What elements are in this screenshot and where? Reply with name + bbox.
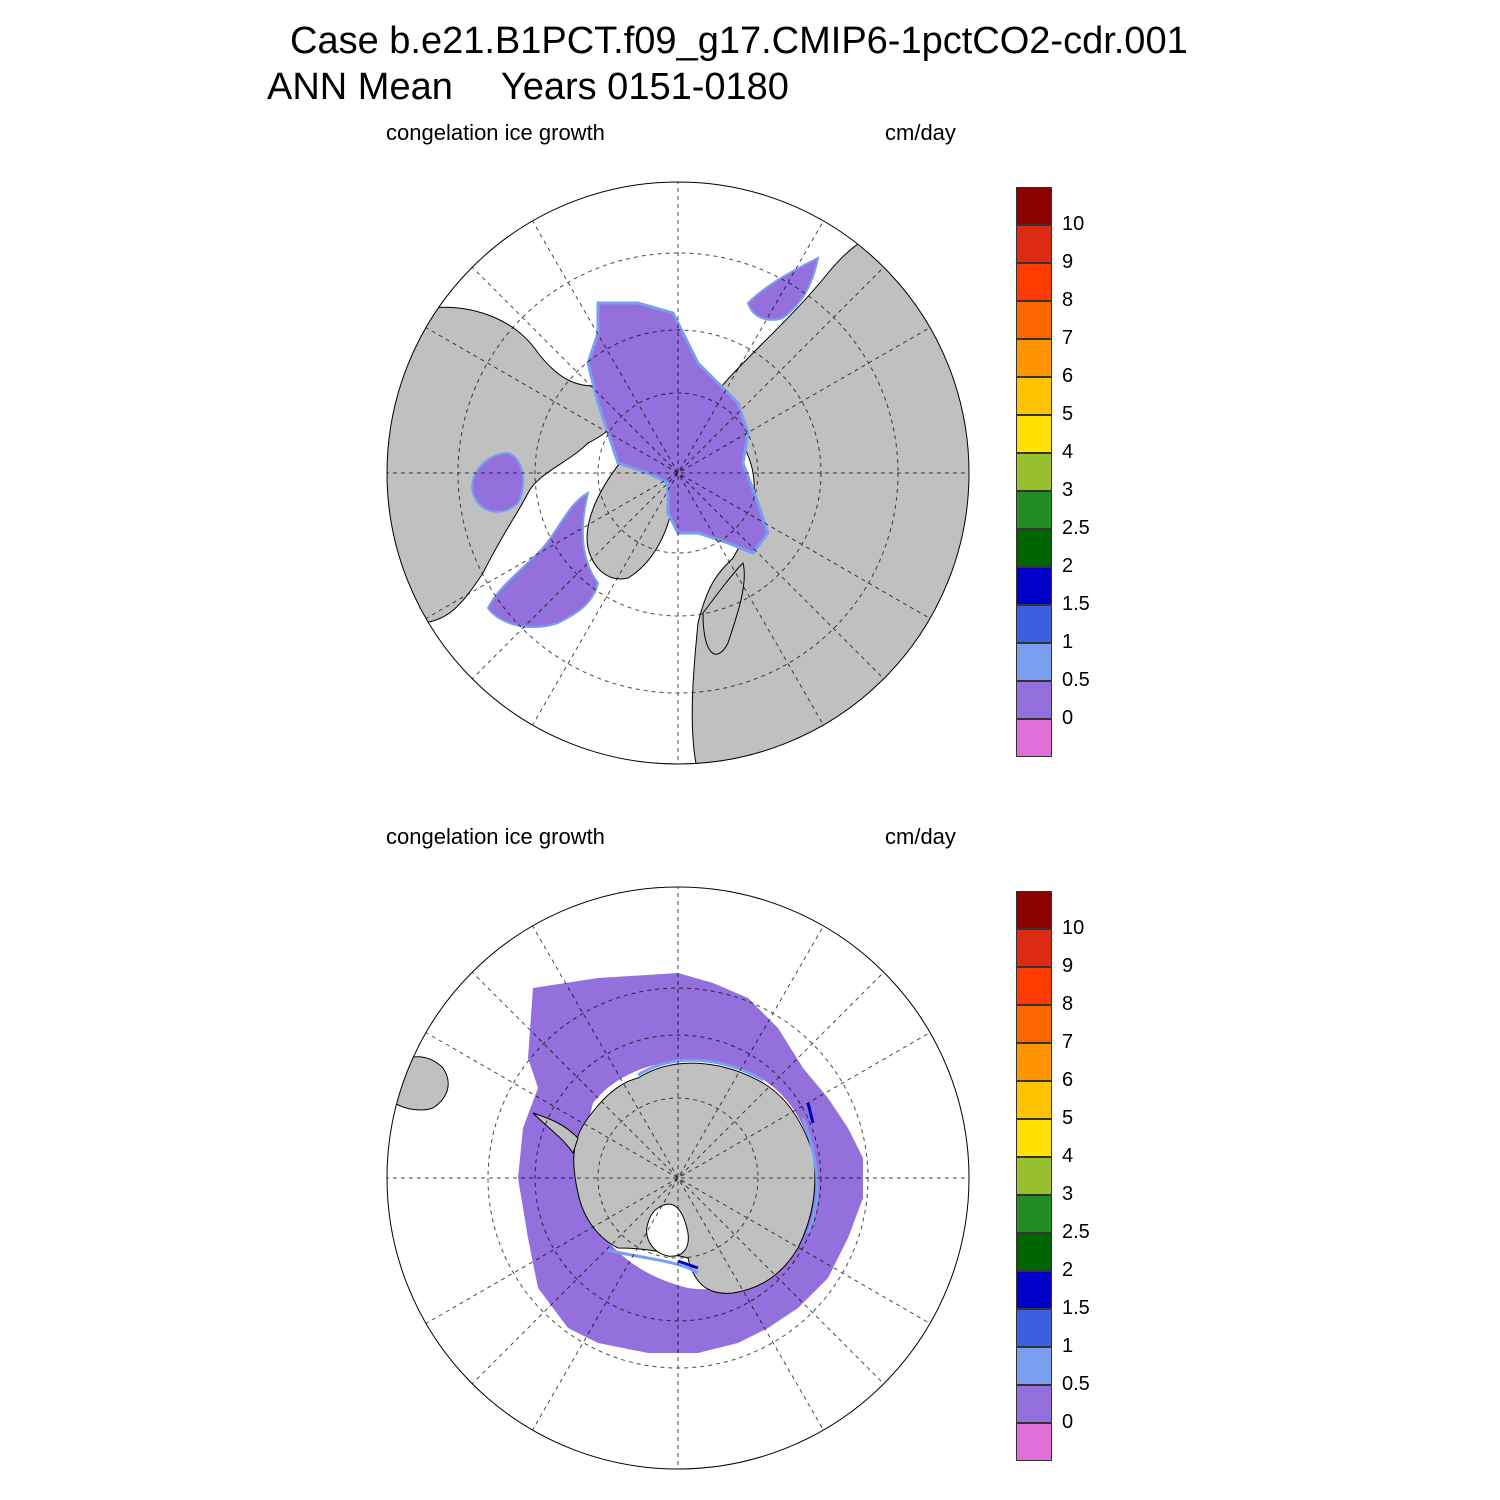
colorbar-swatch <box>1016 377 1052 415</box>
colorbar-swatch <box>1016 719 1052 757</box>
colorbar-tick-label: 1.5 <box>1062 593 1090 615</box>
colorbar-tick-label: 0 <box>1062 707 1074 729</box>
colorbar-tick-label: 6 <box>1062 365 1074 387</box>
north-sea-ice-hudson <box>471 451 525 513</box>
colorbar-tick-label: 6 <box>1062 1069 1074 1091</box>
colorbar-swatch <box>1016 453 1052 491</box>
colorbar-swatch <box>1016 1195 1052 1233</box>
colorbar-swatch <box>1016 1233 1052 1271</box>
colorbar-tick-label: 4 <box>1062 441 1074 463</box>
colorbar-tick-label: 0 <box>1062 1411 1074 1433</box>
colorbar-tick-label: 8 <box>1062 289 1074 311</box>
colorbar-tick-label: 10 <box>1062 213 1085 235</box>
colorbar-swatch <box>1016 967 1052 1005</box>
figure-title-line2: ANN Mean Years 0151-0180 <box>267 66 789 109</box>
colorbar-swatch <box>1016 491 1052 529</box>
colorbar-tick-label: 7 <box>1062 327 1074 349</box>
south-coastal-ice-edge <box>607 1058 819 1275</box>
colorbar-swatch <box>1016 643 1052 681</box>
south-colorbar: 10 9 8 7 6 5 4 3 2.5 2 1.5 1 0.5 0 <box>1016 891 1090 1461</box>
colorbar-tick-label: 9 <box>1062 251 1074 273</box>
colorbar-swatch <box>1016 1081 1052 1119</box>
colorbar-tick-label: 8 <box>1062 993 1074 1015</box>
colorbar-tick-label: 0.5 <box>1062 669 1090 691</box>
colorbar-tick-label: 1 <box>1062 1335 1074 1357</box>
colorbar-swatch <box>1016 1309 1052 1347</box>
colorbar-tick-label: 10 <box>1062 917 1085 939</box>
south-polar-map <box>386 886 970 1470</box>
south-ross-ice-shelf <box>646 1203 689 1257</box>
colorbar-swatch <box>1016 1119 1052 1157</box>
colorbar-tick-label: 3 <box>1062 479 1074 501</box>
colorbar-swatch <box>1016 187 1052 225</box>
colorbar-tick-label: 1 <box>1062 631 1074 653</box>
colorbar-tick-label: 9 <box>1062 955 1074 977</box>
north-colorbar: 10 9 8 7 6 5 4 3 2.5 2 1.5 1 0.5 0 <box>1016 187 1090 757</box>
colorbar-swatch <box>1016 263 1052 301</box>
colorbar-tick-label: 2.5 <box>1062 517 1090 539</box>
colorbar-swatch <box>1016 567 1052 605</box>
colorbar-swatch <box>1016 415 1052 453</box>
north-panel-variable-label: congelation ice growth <box>386 120 605 145</box>
colorbar-swatch <box>1016 605 1052 643</box>
colorbar-swatch <box>1016 1385 1052 1423</box>
colorbar-swatch <box>1016 1157 1052 1195</box>
colorbar-tick-label: 5 <box>1062 1107 1074 1129</box>
south-panel-variable-label: congelation ice growth <box>386 824 605 849</box>
colorbar-swatch <box>1016 891 1052 929</box>
colorbar-swatch <box>1016 1271 1052 1309</box>
colorbar-tick-label: 2 <box>1062 1259 1074 1281</box>
colorbar-swatch <box>1016 301 1052 339</box>
colorbar-tick-label: 0.5 <box>1062 1373 1090 1395</box>
colorbar-swatch <box>1016 681 1052 719</box>
south-land-peninsula <box>532 1112 579 1155</box>
colorbar-tick-label: 2 <box>1062 555 1074 577</box>
north-panel-units-label: cm/day <box>885 120 956 145</box>
colorbar-swatch <box>1016 225 1052 263</box>
colorbar-swatch <box>1016 1347 1052 1385</box>
north-polar-map <box>386 181 970 765</box>
north-sea-ice-pacific <box>746 256 820 321</box>
south-land-antarctica <box>573 1062 816 1294</box>
colorbar-swatch <box>1016 929 1052 967</box>
colorbar-tick-label: 2.5 <box>1062 1221 1090 1243</box>
title-years: Years 0151-0180 <box>500 66 789 108</box>
south-panel-units-label: cm/day <box>885 824 956 849</box>
colorbar-swatch <box>1016 529 1052 567</box>
north-sea-ice-labrador <box>486 491 600 629</box>
title-mean: ANN Mean <box>267 66 453 108</box>
south-sea-ice <box>518 973 863 1353</box>
colorbar-swatch <box>1016 1423 1052 1461</box>
colorbar-tick-label: 4 <box>1062 1145 1074 1167</box>
colorbar-tick-label: 5 <box>1062 403 1074 425</box>
colorbar-swatch <box>1016 339 1052 377</box>
colorbar-tick-label: 3 <box>1062 1183 1074 1205</box>
colorbar-tick-label: 1.5 <box>1062 1297 1090 1319</box>
figure-title-line1: Case b.e21.B1PCT.f09_g17.CMIP6-1pctCO2-c… <box>290 20 1188 62</box>
colorbar-swatch <box>1016 1043 1052 1081</box>
colorbar-tick-label: 7 <box>1062 1031 1074 1053</box>
colorbar-swatch <box>1016 1005 1052 1043</box>
south-ice-edge-strong <box>677 1102 815 1270</box>
